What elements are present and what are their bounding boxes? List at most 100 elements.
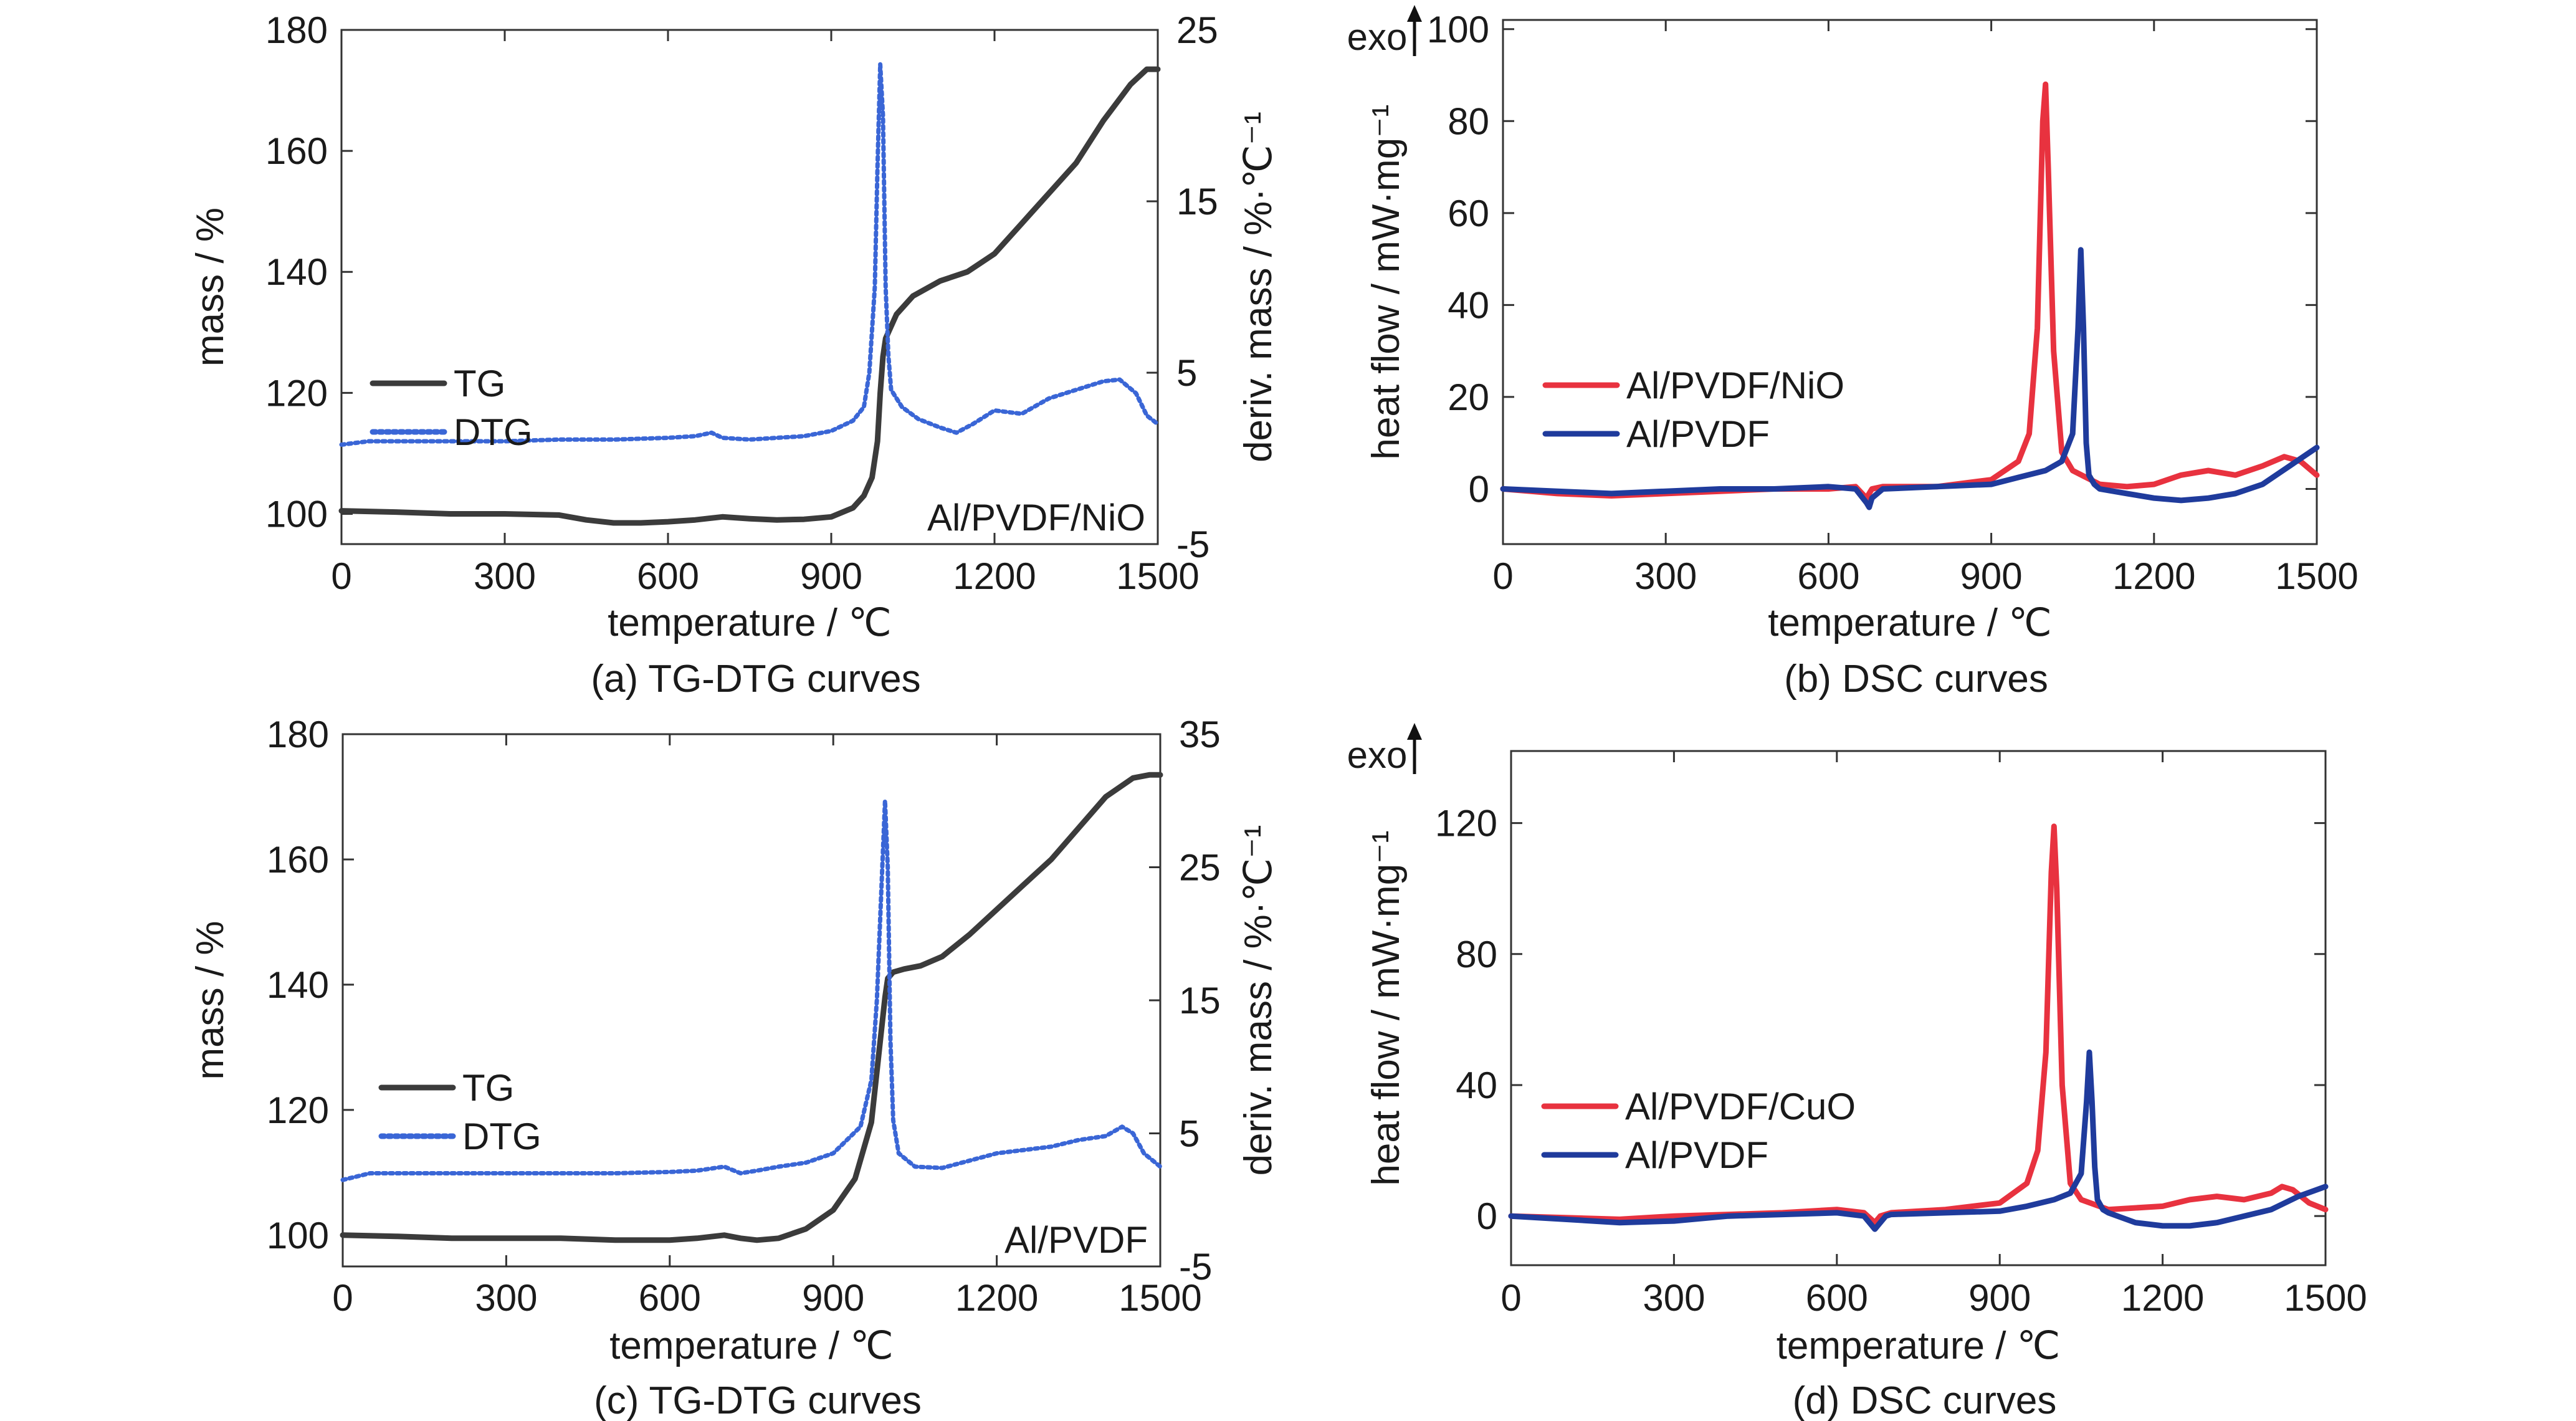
series-line-tg	[338, 66, 1161, 526]
x-tick-label: 1200	[953, 555, 1036, 597]
chart-caption: (b) DSC curves	[1784, 658, 2048, 701]
y2-tick-label: 25	[1179, 847, 1221, 889]
x-tick-label: 900	[800, 555, 862, 597]
plot-frame	[341, 733, 1162, 1268]
x-axis-label: temperature / ℃	[609, 1324, 894, 1367]
y-tick-label: 160	[267, 839, 329, 881]
y-tick-label: 60	[1448, 193, 1489, 234]
y2-tick-label: 25	[1176, 9, 1218, 51]
chart-d: 0 300 600 900 1200 1500 0 40 80 120 temperature / …	[1347, 723, 2367, 1421]
legend: Al/PVDF/NiO Al/PVDF	[1542, 365, 1844, 455]
y2-tick-label: 35	[1179, 714, 1221, 755]
y-tick-label: 100	[1427, 9, 1489, 50]
y2-tick-label: 5	[1179, 1113, 1200, 1155]
y-axis-label: mass / %	[189, 208, 232, 366]
y-tick-label: 20	[1448, 376, 1489, 418]
chart-caption: (d) DSC curves	[1793, 1379, 2057, 1421]
y-tick-label: 180	[267, 714, 329, 755]
y-tick-label: 100	[265, 493, 328, 535]
y-tick-label: 180	[265, 9, 328, 51]
y-axis-label: heat flow / mW·mg⁻¹	[1365, 104, 1408, 459]
legend-label: Al/PVDF	[1626, 413, 1770, 455]
y-tick-label: 0	[1469, 468, 1489, 510]
y2-tick-label: 15	[1179, 980, 1221, 1021]
series-line-al-pvdf-nio	[1500, 81, 2320, 501]
legend-label: Al/PVDF/NiO	[1626, 365, 1844, 406]
y-tick-label: 120	[267, 1089, 329, 1131]
series-line-al-pvdf	[1508, 1049, 2329, 1232]
x-tick-label: 1500	[2275, 555, 2358, 597]
x-tick-label: 300	[1634, 555, 1697, 597]
x-tick-label: 0	[331, 555, 351, 597]
exo-label: exo	[1347, 734, 1408, 776]
y-axis-label: heat flow / mW·mg⁻¹	[1365, 830, 1408, 1185]
chart-b: 0 300 600 900 1200 1500 0 20 40 60 80 100 temperatur…	[1347, 5, 2359, 701]
legend-label: DTG	[454, 411, 533, 453]
chart-c: 0 300 600 900 1200 1500 100 120 140 160 180 -5 5 15 25…	[189, 714, 1280, 1421]
x-tick-label: 900	[1968, 1277, 2031, 1319]
y-tick-label: 160	[265, 130, 328, 172]
sample-annotation: Al/PVDF	[1004, 1219, 1148, 1261]
y2-axis-label: deriv. mass / %·℃⁻¹	[1237, 825, 1280, 1176]
y-tick-label: 80	[1456, 934, 1497, 975]
y-tick-label: 100	[267, 1215, 329, 1256]
y2-tick-label: -5	[1176, 524, 1209, 565]
y-tick-label: 0	[1477, 1195, 1497, 1237]
x-tick-label: 600	[1797, 555, 1859, 597]
y2-tick-label: 5	[1176, 352, 1197, 394]
x-tick-label: 900	[802, 1277, 864, 1319]
plot-frame	[1510, 750, 2327, 1266]
chart-a: 0 300 600 900 1200 1500 100 120 140 160 180 -5 5 15 25…	[189, 9, 1280, 701]
y2-axis-label: deriv. mass / %·℃⁻¹	[1237, 112, 1280, 462]
legend-label: TG	[462, 1067, 514, 1109]
legend-label: Al/PVDF/CuO	[1625, 1086, 1856, 1127]
series-line-tg	[340, 772, 1163, 1243]
legend: TG DTG	[370, 363, 533, 453]
plot-frame	[1502, 19, 2318, 545]
y-tick-label: 40	[1456, 1065, 1497, 1106]
x-tick-label: 300	[1643, 1277, 1705, 1319]
x-tick-label: 0	[1492, 555, 1513, 597]
y-tick-label: 40	[1448, 284, 1489, 326]
x-tick-label: 600	[639, 1277, 701, 1319]
x-tick-label: 600	[637, 555, 699, 597]
y2-tick-label: -5	[1179, 1246, 1212, 1288]
x-tick-label: 900	[1960, 555, 2023, 597]
x-tick-label: 300	[474, 555, 536, 597]
legend-label: DTG	[462, 1116, 541, 1157]
x-axis-label: temperature / ℃	[1768, 601, 2052, 644]
y-tick-label: 120	[1435, 803, 1497, 844]
series-line-dtg	[339, 62, 1160, 447]
x-axis-label: temperature / ℃	[608, 601, 892, 644]
y-tick-label: 80	[1448, 100, 1489, 142]
y-tick-label: 140	[267, 964, 329, 1006]
legend: Al/PVDF/CuO Al/PVDF	[1541, 1086, 1856, 1176]
x-axis-label: temperature / ℃	[1777, 1324, 2061, 1367]
exo-arrowhead-icon	[1407, 5, 1422, 22]
chart-caption: (c) TG-DTG curves	[594, 1379, 922, 1421]
legend-label: TG	[454, 363, 505, 404]
x-tick-label: 300	[475, 1277, 537, 1319]
exo-arrowhead-icon	[1407, 723, 1422, 740]
x-tick-label: 1500	[1119, 1277, 1201, 1319]
y-axis-label: mass / %	[189, 921, 232, 1080]
series-line-dtg	[340, 798, 1163, 1182]
x-tick-label: 1200	[2121, 1277, 2204, 1319]
exo-label: exo	[1347, 16, 1408, 58]
x-tick-label: 1200	[2112, 555, 2195, 597]
x-tick-label: 1500	[1116, 555, 1199, 597]
y2-tick-label: 15	[1176, 181, 1218, 222]
chart-caption: (a) TG-DTG curves	[591, 658, 920, 701]
legend: TG DTG	[378, 1067, 541, 1157]
series-line-al-pvdf	[1500, 247, 2320, 510]
legend-label: Al/PVDF	[1625, 1134, 1768, 1176]
y-tick-label: 140	[265, 251, 328, 293]
plot-frame	[340, 29, 1159, 545]
x-tick-label: 0	[332, 1277, 353, 1319]
y-tick-label: 120	[265, 372, 328, 414]
x-tick-label: 0	[1500, 1277, 1521, 1319]
x-tick-label: 600	[1806, 1277, 1868, 1319]
x-tick-label: 1500	[2284, 1277, 2367, 1319]
sample-annotation: Al/PVDF/NiO	[927, 497, 1145, 538]
